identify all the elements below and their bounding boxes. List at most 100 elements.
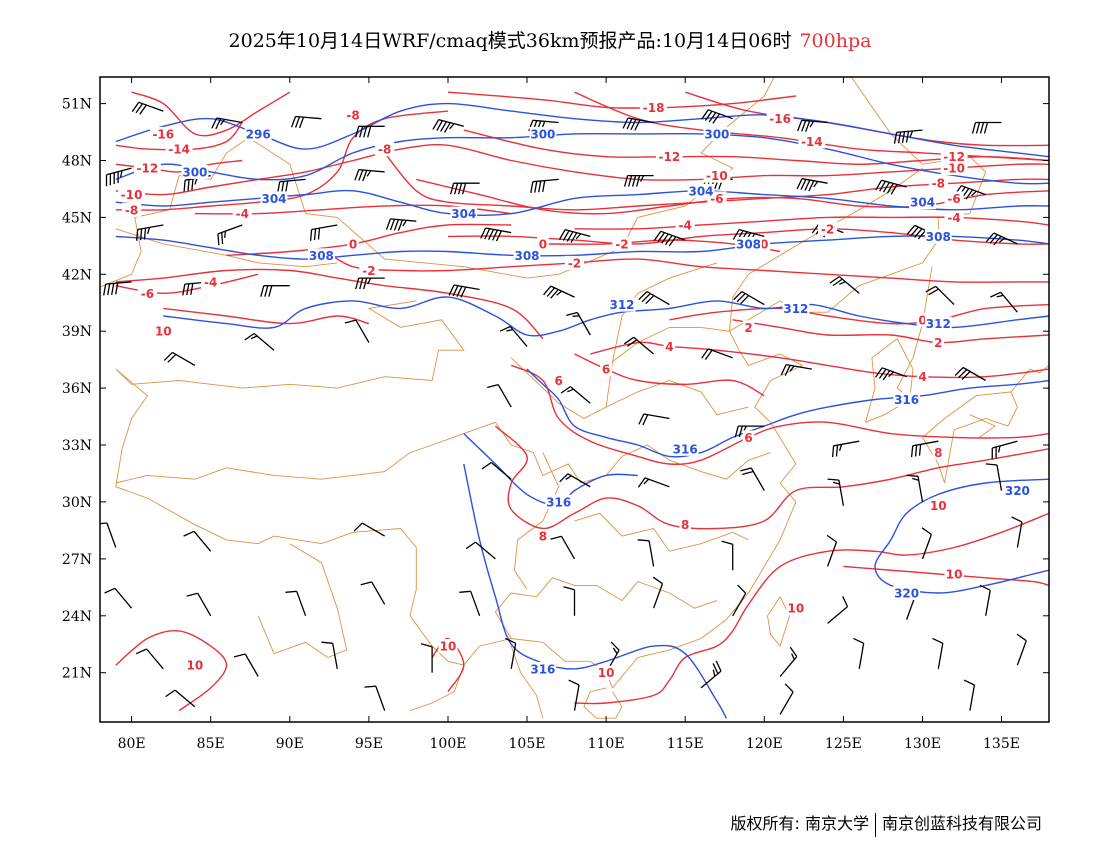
temperature-contour-label-bg	[134, 161, 161, 176]
temperature-contour-label-bg	[916, 312, 929, 327]
wind-barb	[353, 522, 386, 537]
height-contour-label: 320	[1005, 484, 1030, 498]
copyright-right: 南京创蓝科技有限公司	[881, 814, 1042, 833]
border-line	[767, 596, 791, 648]
temperature-contour-label: 0	[349, 237, 357, 251]
wind-barb	[459, 590, 481, 617]
temperature-contour-label-bg	[596, 665, 616, 680]
wind-barb	[979, 584, 991, 616]
wind-barb	[829, 276, 860, 294]
temperature-contour-label-bg	[656, 149, 683, 164]
lat-tick-label: 42N	[62, 267, 92, 283]
temperature-contour-label: -2	[362, 264, 375, 278]
temperature-contour-label-bg	[438, 639, 458, 654]
wind-barb	[971, 121, 1002, 134]
wind-barb	[1016, 633, 1027, 666]
height-contour-label: 304	[910, 196, 935, 210]
lat-tick-label: 27N	[62, 552, 92, 568]
height-contour-label-bg	[244, 126, 272, 141]
height-contour-label: 316	[673, 442, 698, 456]
temperature-contour-label-bg	[640, 100, 667, 115]
wind-barb	[499, 325, 528, 347]
temperature-contour-label-bg	[818, 221, 838, 236]
temperature-contour-label: -14	[801, 135, 823, 149]
wind-barb	[985, 232, 1018, 246]
wind-barb	[487, 383, 512, 408]
wind-barb	[103, 281, 132, 296]
plot-frame	[99, 76, 1050, 723]
height-contour-label-bg	[1004, 483, 1031, 498]
height-contour-line	[115, 235, 1049, 260]
wind-barb	[530, 178, 559, 194]
temperature-contour-label: 10	[946, 568, 963, 582]
wind-barb	[733, 291, 765, 306]
title-text: 2025年10月14日WRF/cmaq模式36km预报产品:10月14日06时	[228, 30, 792, 52]
wind-barb	[481, 461, 512, 480]
wind-barb	[183, 530, 212, 552]
wind-barb	[721, 540, 734, 571]
wind-barb	[165, 689, 196, 708]
temperature-contour-line	[447, 228, 1049, 245]
wind-barb	[853, 637, 865, 670]
wind-barb	[932, 637, 944, 670]
temperature-contour-line	[494, 425, 1049, 530]
temperature-contour-layer	[115, 91, 1049, 712]
temperature-contour-label: 2	[934, 336, 942, 350]
temperature-contour-label-bg	[940, 161, 968, 176]
height-contour-label-bg	[671, 441, 699, 456]
temperature-contour-label-bg	[786, 601, 806, 616]
lat-tick-label: 33N	[62, 438, 92, 454]
chart-title: 2025年10月14日WRF/cmaq模式36km预报产品:10月14日06时 7…	[0, 26, 1100, 53]
wind-barb	[826, 534, 838, 567]
height-contour-label: 304	[451, 207, 476, 221]
wind-barb	[135, 224, 164, 241]
temperature-contour-line	[115, 268, 544, 340]
wind-barb	[385, 218, 417, 231]
temperature-contour-label: -8	[932, 177, 945, 191]
wind-barb	[796, 178, 828, 192]
height-contour-label-bg	[703, 126, 731, 141]
wind-barb	[780, 363, 812, 376]
lat-tick-label: 24N	[62, 609, 92, 625]
temperature-contour-label: -8	[125, 203, 138, 217]
temperature-contour-label-bg	[600, 362, 612, 377]
wind-barb	[480, 227, 512, 242]
height-contour-label-bg	[545, 494, 573, 509]
temperature-contour-label: -2	[615, 237, 628, 251]
height-contour-line	[526, 368, 1049, 458]
lon-tick-label: 95E	[355, 736, 383, 752]
border-line	[969, 414, 997, 438]
temperature-contour-line	[574, 512, 1049, 705]
wind-barb	[566, 311, 591, 336]
wind-barb	[622, 117, 654, 131]
height-contour-line	[163, 296, 1049, 337]
temperature-contour-label: -6	[141, 287, 154, 301]
temperature-contour-label: -6	[947, 192, 960, 206]
height-contour-label: 316	[546, 495, 571, 509]
lat-tick-label: 51N	[62, 97, 92, 113]
temperature-contour-label-bg	[944, 567, 964, 581]
temperature-contour-label: 0	[760, 237, 768, 251]
height-contour-label: 308	[926, 230, 951, 244]
contour-label-layer: -18-16-16-14-14-12-12 -12-10-10-10-8-8-8-…	[118, 100, 1031, 680]
height-contour-label-bg	[924, 316, 952, 331]
height-contour-label: 320	[894, 587, 919, 601]
wind-barb	[448, 284, 480, 298]
height-contour-label: 308	[309, 249, 334, 263]
height-contour-line	[115, 189, 1049, 216]
wind-barb	[925, 285, 955, 306]
coastline-border-layer	[100, 77, 1049, 719]
temperature-contour-label: 10	[155, 325, 172, 339]
temperature-contour-label-bg	[928, 498, 948, 513]
wind-barb	[740, 467, 765, 491]
temperature-contour-label: 8	[934, 446, 942, 460]
height-contour-label-bg	[260, 191, 288, 206]
wind-barb	[105, 167, 132, 187]
axis-layer: 51N 48N 45N 42N 39N 36N 33N 30N 27N 24N 21N 80E 85E 9…	[62, 77, 1049, 752]
border-line	[583, 687, 623, 719]
wind-barb	[211, 117, 243, 130]
height-contour-label: 308	[514, 249, 539, 263]
temperature-contour-label-bg	[766, 111, 794, 126]
wind-barb	[321, 641, 338, 670]
